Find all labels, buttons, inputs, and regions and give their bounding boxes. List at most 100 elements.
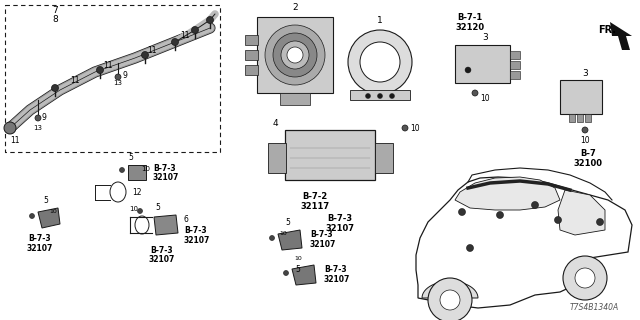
Circle shape bbox=[467, 244, 474, 252]
Polygon shape bbox=[558, 190, 605, 235]
Text: B-7-2: B-7-2 bbox=[302, 191, 328, 201]
Text: 32107: 32107 bbox=[324, 275, 350, 284]
Circle shape bbox=[390, 93, 394, 99]
Polygon shape bbox=[257, 17, 333, 93]
Circle shape bbox=[284, 270, 289, 276]
Circle shape bbox=[596, 219, 604, 226]
Text: 13: 13 bbox=[113, 80, 122, 86]
Polygon shape bbox=[268, 143, 286, 173]
Text: 5: 5 bbox=[296, 265, 300, 274]
Circle shape bbox=[269, 236, 275, 241]
Text: 10: 10 bbox=[141, 166, 150, 172]
Circle shape bbox=[4, 122, 16, 134]
Circle shape bbox=[172, 38, 179, 45]
Text: B-7-3: B-7-3 bbox=[29, 234, 51, 243]
Circle shape bbox=[273, 33, 317, 77]
Text: B-7-1: B-7-1 bbox=[458, 12, 483, 21]
Text: 32107: 32107 bbox=[153, 172, 179, 181]
Text: 5: 5 bbox=[44, 196, 49, 204]
Circle shape bbox=[281, 41, 309, 69]
Text: B-7-3: B-7-3 bbox=[310, 229, 333, 238]
Polygon shape bbox=[285, 130, 375, 180]
Text: 32107: 32107 bbox=[184, 236, 211, 244]
Text: 6: 6 bbox=[184, 214, 188, 223]
Circle shape bbox=[531, 202, 538, 209]
Text: 10: 10 bbox=[49, 209, 57, 213]
Circle shape bbox=[465, 67, 471, 73]
Polygon shape bbox=[585, 114, 591, 122]
Polygon shape bbox=[245, 35, 258, 45]
Text: 12: 12 bbox=[132, 188, 141, 196]
Ellipse shape bbox=[110, 182, 126, 202]
Text: B-7-3: B-7-3 bbox=[150, 245, 173, 254]
Text: B-7-3: B-7-3 bbox=[324, 265, 347, 274]
Circle shape bbox=[440, 290, 460, 310]
Polygon shape bbox=[128, 165, 146, 180]
Text: 11: 11 bbox=[180, 30, 189, 39]
Text: 4: 4 bbox=[272, 118, 278, 127]
Text: 11: 11 bbox=[70, 76, 80, 84]
Text: B-7-3: B-7-3 bbox=[328, 213, 353, 222]
Ellipse shape bbox=[135, 216, 149, 234]
Circle shape bbox=[287, 47, 303, 63]
Text: 32117: 32117 bbox=[300, 202, 330, 211]
Circle shape bbox=[265, 25, 325, 85]
Polygon shape bbox=[510, 51, 520, 59]
Polygon shape bbox=[280, 93, 310, 105]
Circle shape bbox=[35, 115, 41, 121]
Circle shape bbox=[378, 93, 383, 99]
Circle shape bbox=[138, 209, 143, 213]
Polygon shape bbox=[245, 65, 258, 75]
Text: 2: 2 bbox=[292, 3, 298, 12]
Polygon shape bbox=[245, 50, 258, 60]
Text: B-7-3: B-7-3 bbox=[184, 226, 207, 235]
Circle shape bbox=[402, 125, 408, 131]
Text: 10: 10 bbox=[580, 135, 590, 145]
Circle shape bbox=[582, 127, 588, 133]
Text: 10: 10 bbox=[279, 230, 287, 236]
Text: 5: 5 bbox=[285, 218, 291, 227]
Text: 32107: 32107 bbox=[149, 255, 175, 265]
Text: 32100: 32100 bbox=[573, 158, 602, 167]
Circle shape bbox=[365, 93, 371, 99]
Circle shape bbox=[97, 67, 104, 74]
Text: 10: 10 bbox=[410, 124, 420, 132]
Text: 10: 10 bbox=[129, 206, 138, 212]
Polygon shape bbox=[510, 71, 520, 79]
Text: 32107: 32107 bbox=[27, 244, 53, 252]
Text: 7: 7 bbox=[52, 5, 58, 14]
Text: 1: 1 bbox=[377, 15, 383, 25]
Polygon shape bbox=[510, 61, 520, 69]
Text: 11: 11 bbox=[103, 60, 113, 69]
Polygon shape bbox=[38, 208, 60, 228]
Polygon shape bbox=[610, 22, 632, 50]
Circle shape bbox=[458, 209, 465, 215]
Circle shape bbox=[115, 74, 121, 80]
Text: 9: 9 bbox=[42, 113, 47, 122]
Circle shape bbox=[120, 167, 125, 172]
Text: 11: 11 bbox=[147, 45, 157, 54]
Polygon shape bbox=[569, 114, 575, 122]
Circle shape bbox=[207, 17, 214, 23]
Text: 32120: 32120 bbox=[456, 22, 484, 31]
Text: 3: 3 bbox=[482, 33, 488, 42]
Polygon shape bbox=[292, 265, 316, 285]
Polygon shape bbox=[455, 45, 510, 83]
Circle shape bbox=[51, 84, 58, 92]
Polygon shape bbox=[154, 215, 178, 235]
Polygon shape bbox=[577, 114, 583, 122]
Circle shape bbox=[554, 217, 561, 223]
Text: 3: 3 bbox=[582, 68, 588, 77]
Circle shape bbox=[360, 42, 400, 82]
Polygon shape bbox=[375, 143, 393, 173]
Circle shape bbox=[472, 90, 478, 96]
Circle shape bbox=[141, 52, 148, 59]
Text: 11: 11 bbox=[10, 135, 20, 145]
Circle shape bbox=[563, 256, 607, 300]
Text: 9: 9 bbox=[123, 70, 127, 79]
Polygon shape bbox=[455, 177, 560, 210]
Polygon shape bbox=[560, 80, 602, 114]
Text: 5: 5 bbox=[129, 153, 133, 162]
Text: 32107: 32107 bbox=[310, 239, 337, 249]
Circle shape bbox=[29, 213, 35, 219]
